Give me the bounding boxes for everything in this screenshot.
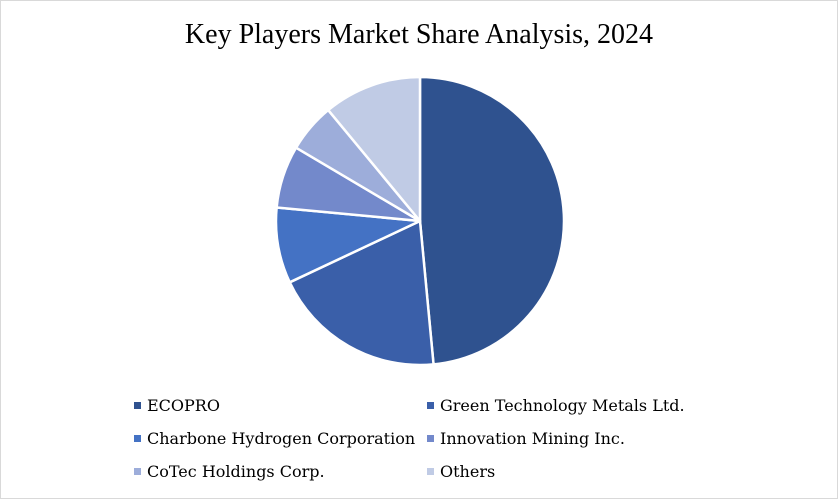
- pie-slice-green-technology-metals-ltd: [288, 219, 435, 367]
- pie-slice-others: [326, 75, 422, 223]
- legend-swatch: [427, 434, 434, 442]
- legend-label: Others: [440, 461, 496, 481]
- legend-swatch: [134, 434, 141, 442]
- legend-item: Charbone Hydrogen Corporation: [134, 426, 427, 450]
- legend-label: Charbone Hydrogen Corporation: [147, 428, 416, 448]
- legend-item: Green Technology Metals Ltd.: [427, 393, 727, 417]
- legend-label: Green Technology Metals Ltd.: [440, 395, 685, 415]
- legend-swatch: [134, 401, 141, 409]
- legend-item: CoTec Holdings Corp.: [134, 459, 427, 483]
- legend-item: Innovation Mining Inc.: [427, 426, 727, 450]
- legend-item: Others: [427, 459, 727, 483]
- legend-label: ECOPRO: [147, 395, 220, 415]
- pie-slice-ecopro: [418, 75, 566, 366]
- legend-swatch: [427, 467, 434, 475]
- legend-label: Innovation Mining Inc.: [440, 428, 625, 448]
- legend-label: CoTec Holdings Corp.: [147, 461, 325, 481]
- legend-item: ECOPRO: [134, 393, 427, 417]
- chart-title: Key Players Market Share Analysis, 2024: [184, 19, 654, 50]
- legend-swatch: [134, 467, 141, 475]
- legend: ECOPRO Green Technology Metals Ltd. Charbo…: [134, 393, 727, 483]
- legend-swatch: [427, 401, 434, 409]
